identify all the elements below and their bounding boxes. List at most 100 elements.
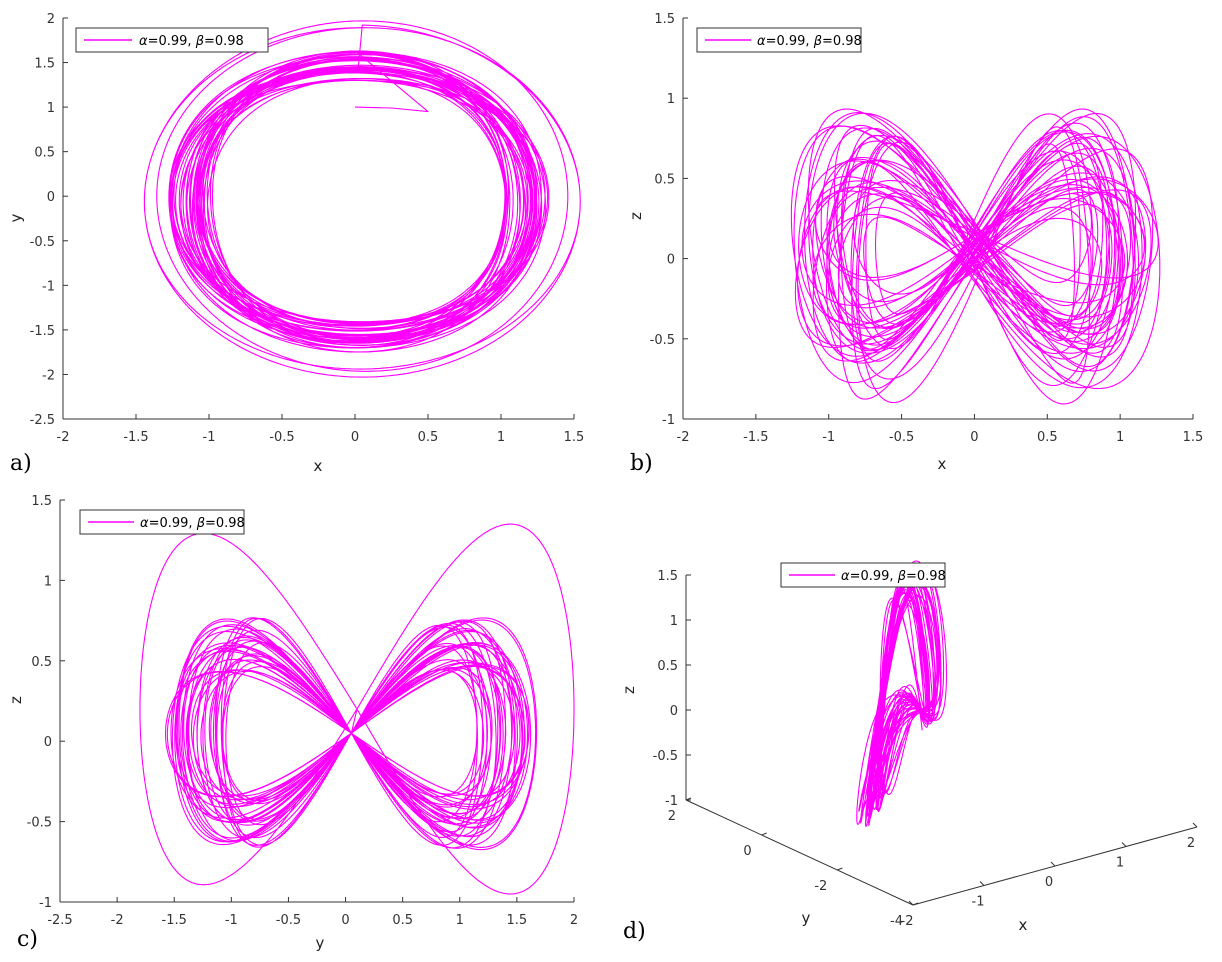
panel-c-xtick-label: 1.5 xyxy=(507,913,528,928)
panel-a-ytick-label: -0.5 xyxy=(30,235,55,250)
panel-b-xtick-label: -1 xyxy=(822,430,835,445)
panel-a-xtick-label: -2 xyxy=(57,430,70,445)
panel-c-xtick-label: -2.5 xyxy=(47,913,72,928)
panel-c-ytick-label: -0.5 xyxy=(27,816,52,831)
panel-a-ytick-label: -1 xyxy=(42,279,55,294)
panel-a-xtick-label: 1.5 xyxy=(564,430,585,445)
panel-a-xlabel: x xyxy=(314,457,323,475)
panel-d-xtick xyxy=(1050,861,1056,867)
panel-d-ztick-label: 0.5 xyxy=(657,659,678,674)
panel-d-z-ticks: -1 -0.5 0 0.5 1 1.5 xyxy=(653,569,691,809)
panel-c-xtick-label: -2 xyxy=(111,913,124,928)
panel-d-ztick-label: -1 xyxy=(665,794,678,809)
panel-b-ytick-label: 0 xyxy=(667,253,675,268)
panel-b-legend-text: α=0.99, β=0.98 xyxy=(757,34,862,49)
panel-d-ytick-label: 0 xyxy=(743,844,751,859)
panel-b-axes: -2 -1.5 -1 -0.5 0 0.5 1 1.5 -1 -0.5 0 0.5 1 1.5 xyxy=(650,12,1204,445)
panel-a-ytick-label: -1.5 xyxy=(30,324,55,339)
panel-d-label: d) xyxy=(623,919,646,944)
panel-d-xtick-label: 2 xyxy=(1187,836,1195,851)
panel-b-ytick-label: -1 xyxy=(662,413,675,428)
panel-d-ytick xyxy=(912,902,919,906)
panel-a-ylabel: y xyxy=(7,213,25,222)
panel-d-y-ticks: -4-202 xyxy=(668,797,919,929)
panel-d-y-axis xyxy=(685,799,914,906)
panel-a-label: a) xyxy=(10,451,32,476)
panel-d-ztick-label: -0.5 xyxy=(653,749,678,764)
panel-d-ylabel: y xyxy=(802,909,811,927)
panel-d-xtick-label: 1 xyxy=(1116,856,1124,871)
panel-d-xtick-label: 0 xyxy=(1045,875,1053,890)
panel-a-ytick-label: -2.5 xyxy=(30,413,55,428)
panel-c-ytick-label: 0 xyxy=(44,735,52,750)
panel-d-ytick-label: 2 xyxy=(668,809,676,824)
panel-d-trajectory xyxy=(856,560,948,827)
panel-b-ytick-label: -0.5 xyxy=(650,333,675,348)
panel-a-xtick-label: -1 xyxy=(203,430,216,445)
panel-b-xtick-label: 1.5 xyxy=(1183,430,1204,445)
panel-a-xtick-label: 1 xyxy=(497,430,505,445)
panel-c-xtick-label: 0.5 xyxy=(392,913,413,928)
panel-a-ytick-label: 0 xyxy=(47,190,55,205)
panel-b-xtick-label: -2 xyxy=(677,430,690,445)
panel-b-xtick-label: 0 xyxy=(970,430,978,445)
panel-d-x-ticks: -2 -1 0 1 2 xyxy=(901,822,1198,929)
panel-d-ztick-label: 1 xyxy=(670,614,678,629)
panel-c-xtick-label: -1 xyxy=(225,913,238,928)
panel-c-axes: -2.5 -2 -1.5 -1 -0.5 0 0.5 1 1.5 2 -1 -0.5 0 0.5 1 1.5 xyxy=(27,494,579,928)
panel-d-xtick-label: -2 xyxy=(901,914,914,929)
panel-b-ytick-label: 0.5 xyxy=(654,172,675,187)
panel-d-legend-text: α=0.99, β=0.98 xyxy=(841,569,946,584)
panel-a-ytick-label: -2 xyxy=(42,368,55,383)
panel-b-ytick-label: 1.5 xyxy=(654,12,675,27)
panel-b-xtick-label: 1 xyxy=(1116,430,1124,445)
panel-b-label: b) xyxy=(630,451,653,476)
panel-c-ytick-label: 1 xyxy=(44,574,52,589)
panel-b-ytick-label: 1 xyxy=(667,92,675,107)
panel-a-legend: α=0.99, β=0.98 xyxy=(75,27,269,53)
panel-a-ytick-label: 2 xyxy=(47,12,55,27)
panel-d-xtick xyxy=(1121,842,1127,847)
panel-a-axes: -2 -1.5 -1 -0.5 0 0.5 1 1.5-2.5-2-1.5-1-0.500.5… xyxy=(30,12,585,445)
panel-d-zlabel: z xyxy=(620,686,638,694)
panel-d-xtick xyxy=(1192,822,1198,828)
panel-a-xtick-label: 0.5 xyxy=(418,430,439,445)
panel-d-xtick-label: -1 xyxy=(972,895,985,910)
panel-c-xtick-label: -1.5 xyxy=(162,913,187,928)
panel-c-xtick-label: 0 xyxy=(341,913,349,928)
panel-c-xlabel: y xyxy=(316,934,325,952)
panel-a-xtick-label: -0.5 xyxy=(269,430,294,445)
panel-a-ytick-label: 0.5 xyxy=(34,146,55,161)
panel-c-ytick-label: -1 xyxy=(39,896,52,911)
panel-c-legend: α=0.99, β=0.98 xyxy=(79,509,245,535)
panel-a-xtick-label: 0 xyxy=(351,430,359,445)
panel-a-ytick-label: 1 xyxy=(47,101,55,116)
panel-c-xtick-label: -0.5 xyxy=(276,913,301,928)
panel-a-trajectory xyxy=(143,20,581,378)
panel-d-ytick xyxy=(685,797,692,801)
panel-d-ytick xyxy=(761,832,767,836)
panel-c: -2.5 -2 -1.5 -1 -0.5 0 0.5 1 1.5 2-1-0.500.511.5 … xyxy=(7,494,578,952)
panel-d-ztick-label: 0 xyxy=(670,704,678,719)
panel-a-xtick-label: -1.5 xyxy=(123,430,148,445)
panel-b-ylabel: z xyxy=(627,212,645,220)
panel-a-ytick-label: 1.5 xyxy=(34,57,55,72)
panel-c-label: c) xyxy=(17,927,38,952)
panel-d-ytick-label: -2 xyxy=(814,879,827,894)
panel-c-xtick-label: 2 xyxy=(570,913,578,928)
panel-b-xtick-label: -1.5 xyxy=(743,430,768,445)
panel-c-trajectory xyxy=(139,523,575,895)
panel-b: -2 -1.5 -1 -0.5 0 0.5 1 1.5 -1 -0.5 0 0.5 1 1.5 α=0.9… xyxy=(627,12,1203,476)
panel-b-xtick-label: -0.5 xyxy=(889,430,914,445)
panel-b-trajectory xyxy=(790,108,1161,405)
panel-c-ytick-label: 0.5 xyxy=(31,655,52,670)
panel-b-xtick-label: 0.5 xyxy=(1037,430,1058,445)
panel-d-ytick xyxy=(837,867,843,871)
panel-b-legend: α=0.99, β=0.98 xyxy=(696,27,862,53)
panel-c-ylabel: z xyxy=(7,696,25,704)
panel-d-xlabel: x xyxy=(1019,916,1028,934)
panel-c-legend-text: α=0.99, β=0.98 xyxy=(140,516,245,531)
panel-d-xtick xyxy=(908,900,914,906)
